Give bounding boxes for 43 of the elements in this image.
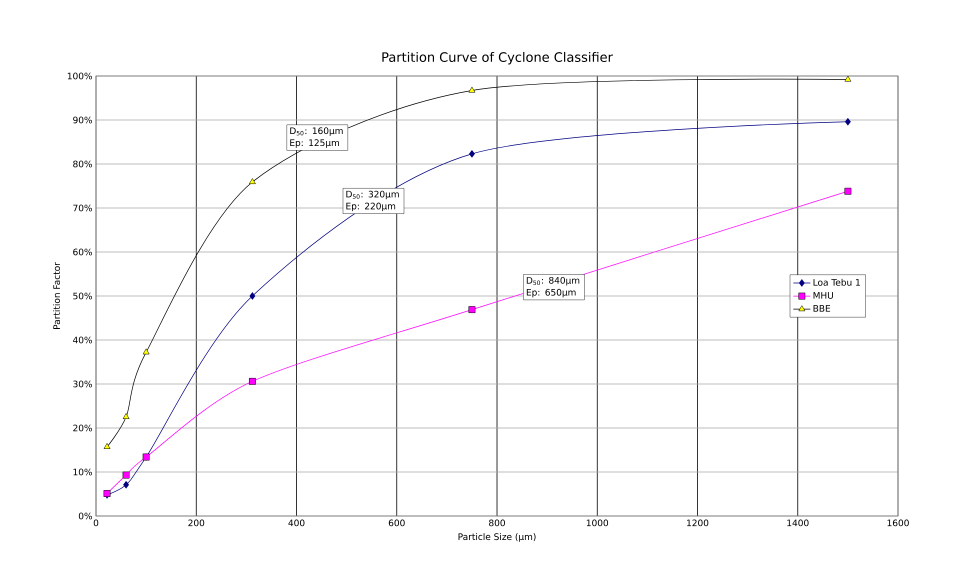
y-tick-label: 0%: [78, 512, 92, 520]
point: [249, 292, 256, 300]
y-axis-title: Partition Factor: [53, 262, 60, 329]
y-tick-label: 80%: [73, 160, 92, 168]
x-tick-label: 400: [288, 520, 304, 526]
y-tick-label: 100%: [68, 72, 92, 80]
x-tick-label: 1200: [687, 520, 708, 526]
point: [249, 178, 256, 184]
chart-title: Partition Curve of Cyclone Classifier: [382, 52, 613, 64]
point: [844, 76, 852, 82]
point: [104, 443, 110, 449]
point: [469, 150, 475, 158]
legend-label: Loa Tebu 1: [814, 278, 860, 286]
annotation: D$_{50}$: 320µm Ep: 220µm: [346, 190, 399, 212]
x-tick-label: 800: [489, 520, 505, 526]
x-tick-label: 600: [388, 520, 405, 526]
annotation: D$_{50}$: 840µm Ep: 650µm: [526, 276, 580, 298]
legend-label: BBE: [814, 305, 830, 312]
x-tick-label: 1400: [787, 520, 809, 526]
point: [122, 413, 130, 420]
y-tick-label: 30%: [73, 380, 92, 388]
y-tick-label: 50%: [73, 292, 92, 300]
x-tick-label: 200: [188, 520, 204, 526]
point: [844, 118, 851, 126]
point: [123, 480, 130, 489]
point: [122, 472, 130, 479]
point: [248, 378, 256, 385]
y-tick-label: 90%: [73, 116, 92, 124]
x-axis-title: Particle Size (µm): [458, 533, 536, 542]
x-tick-label: 1000: [586, 520, 608, 526]
y-tick-label: 60%: [73, 248, 92, 256]
point: [468, 306, 476, 314]
x-tick-label: 0: [94, 520, 98, 526]
x-tick-label: 1600: [888, 520, 909, 526]
point: [468, 86, 476, 93]
point: [142, 348, 150, 354]
y-tick-label: 70%: [73, 204, 92, 212]
legend-label: MHU: [814, 292, 833, 299]
point: [844, 188, 852, 195]
y-tick-label: 40%: [73, 336, 92, 344]
annotation: D$_{50}$: 160µm Ep: 125µm: [290, 127, 343, 148]
y-tick-label: 10%: [74, 468, 92, 476]
y-tick-label: 20%: [73, 424, 92, 432]
